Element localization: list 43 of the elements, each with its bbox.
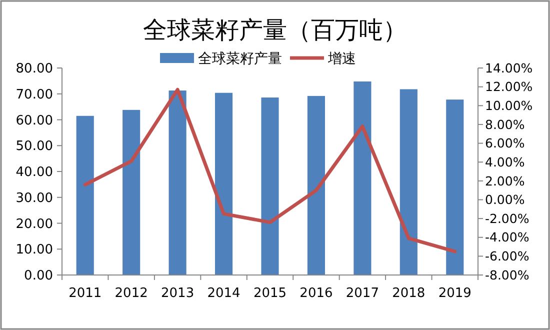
x-tick-label: 2019 bbox=[438, 286, 472, 301]
y2-tick-label: 2.00% bbox=[485, 173, 525, 188]
y-tick-label: 20.00 bbox=[16, 216, 53, 232]
y2-tick-label: -6.00% bbox=[485, 248, 530, 264]
y2-tick-label: 4.00% bbox=[485, 154, 525, 170]
line-series bbox=[83, 88, 457, 254]
y2-tick-label: 8.00% bbox=[485, 116, 525, 132]
bar bbox=[76, 116, 94, 275]
bar bbox=[214, 92, 233, 275]
y-tick-label: 70.00 bbox=[16, 87, 53, 102]
y-tick-label: 30.00 bbox=[16, 190, 53, 206]
x-tick-label: 2018 bbox=[392, 286, 426, 301]
y-tick-label: 80.00 bbox=[16, 62, 53, 77]
x-tick-label: 2012 bbox=[114, 286, 148, 301]
bar bbox=[446, 100, 464, 275]
bar bbox=[400, 89, 418, 275]
legend-label: 增速 bbox=[327, 50, 356, 67]
x-tick-label: 2016 bbox=[300, 286, 333, 301]
y2-tick-label: 10.00% bbox=[485, 98, 533, 114]
y2-tick-label: 12.00% bbox=[485, 79, 533, 94]
y2-tick-label: -8.00% bbox=[485, 267, 530, 282]
y-tick-label: 60.00 bbox=[16, 113, 53, 128]
y2-tick-label: -2.00% bbox=[485, 210, 530, 226]
y2-tick-label: 0.00% bbox=[485, 192, 525, 208]
x-tick-label: 2011 bbox=[68, 286, 102, 301]
x-tick-label: 2015 bbox=[253, 286, 287, 301]
bar bbox=[168, 90, 186, 275]
bar bbox=[122, 110, 140, 275]
y2-tick-label: 14.00% bbox=[485, 60, 533, 76]
chart-title: 全球菜籽产量（百万吨） bbox=[143, 16, 407, 44]
x-tick-label: 2017 bbox=[346, 286, 379, 301]
y-tick-label: 50.00 bbox=[16, 139, 53, 154]
bar bbox=[354, 81, 372, 275]
y2-tick-label: -4.00% bbox=[485, 230, 530, 245]
x-tick-label: 2013 bbox=[161, 286, 194, 301]
y-tick-label: 10.00 bbox=[16, 242, 53, 258]
y-tick-label: 40.00 bbox=[16, 165, 53, 180]
y-tick-label: 0.00 bbox=[24, 268, 53, 284]
x-tick-label: 2014 bbox=[207, 286, 240, 301]
bar bbox=[261, 98, 279, 275]
legend-label: 全球菜籽产量 bbox=[198, 50, 282, 67]
bar bbox=[307, 96, 326, 275]
y2-tick-label: 6.00% bbox=[485, 136, 525, 151]
